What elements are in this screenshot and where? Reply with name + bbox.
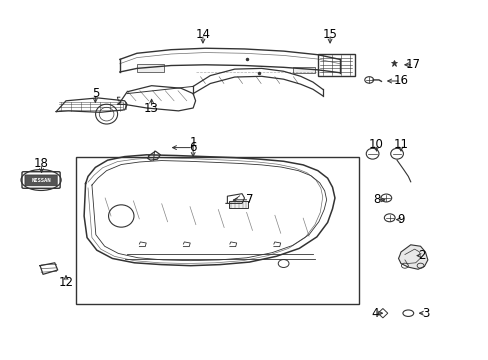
FancyBboxPatch shape — [293, 67, 315, 73]
Text: 14: 14 — [195, 28, 210, 41]
Text: 12: 12 — [59, 276, 73, 289]
Text: 6: 6 — [189, 141, 197, 154]
FancyBboxPatch shape — [317, 54, 354, 76]
Text: 16: 16 — [393, 75, 407, 87]
Text: 17: 17 — [405, 58, 420, 71]
Text: 15: 15 — [322, 28, 337, 41]
Text: 3: 3 — [421, 307, 428, 320]
Text: 9: 9 — [396, 213, 404, 226]
Text: NISSAN: NISSAN — [31, 178, 51, 183]
Text: 1: 1 — [189, 136, 197, 149]
Text: 13: 13 — [144, 102, 159, 114]
Text: 7: 7 — [245, 193, 253, 206]
Text: 4: 4 — [371, 307, 379, 320]
Text: 2: 2 — [417, 249, 425, 262]
Polygon shape — [398, 245, 427, 269]
Text: 11: 11 — [393, 138, 407, 151]
FancyBboxPatch shape — [228, 201, 248, 208]
Text: 5: 5 — [91, 87, 99, 100]
Text: 8: 8 — [372, 193, 380, 206]
FancyBboxPatch shape — [25, 175, 57, 186]
FancyBboxPatch shape — [22, 172, 60, 188]
Text: 10: 10 — [368, 138, 383, 151]
FancyBboxPatch shape — [76, 157, 359, 304]
FancyBboxPatch shape — [137, 64, 163, 72]
Text: 18: 18 — [34, 157, 49, 170]
